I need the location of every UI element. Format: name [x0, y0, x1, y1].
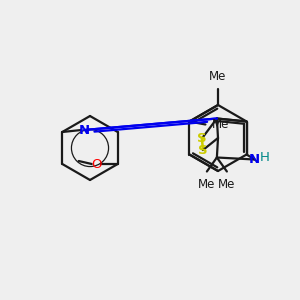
Text: O: O	[92, 158, 102, 170]
Text: N: N	[249, 153, 260, 166]
Text: Me: Me	[198, 178, 216, 190]
Text: Me: Me	[218, 178, 236, 190]
Text: H: H	[260, 151, 269, 164]
Text: S: S	[198, 143, 208, 157]
Text: Me: Me	[209, 70, 227, 83]
Text: N: N	[79, 124, 90, 136]
Text: S: S	[197, 132, 207, 145]
Text: Me: Me	[212, 118, 229, 131]
